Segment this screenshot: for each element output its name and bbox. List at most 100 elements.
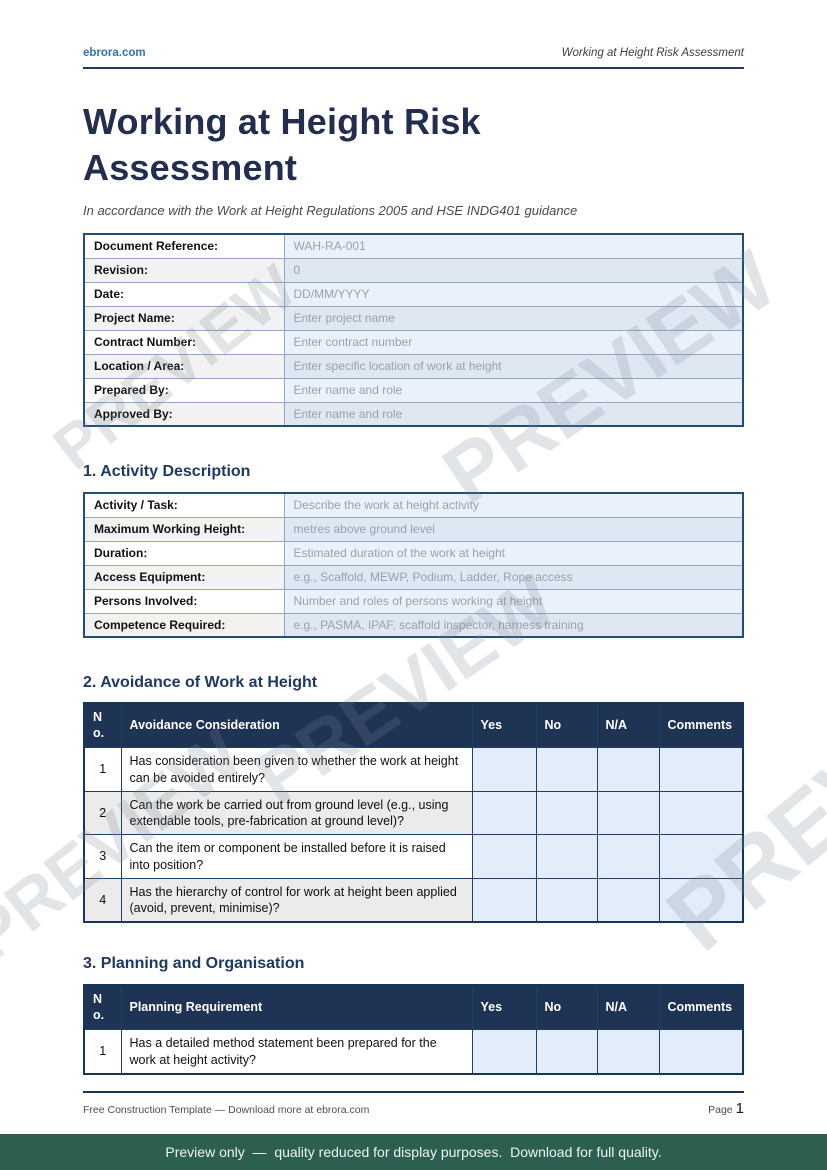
document-info-section: Document Reference: WAH-RA-001 Revision:… (83, 233, 744, 427)
table-row: Date: DD/MM/YYYY (83, 281, 744, 307)
section-1-heading: 1. Activity Description (83, 463, 251, 480)
avoidance-checklist-section: No. Avoidance Consideration Yes No N/A C… (83, 702, 744, 924)
field-value: e.g., Scaffold, MEWP, Podium, Ladder, Ro… (283, 564, 744, 590)
column-header-na: N/A (596, 702, 660, 749)
question-text: Has the hierarchy of control for work at… (120, 877, 473, 923)
answer-cell-comments (658, 790, 744, 836)
field-value: Estimated duration of the work at height (283, 540, 744, 566)
field-label: Prepared By: (83, 377, 285, 403)
table-row: Duration: Estimated duration of the work… (83, 540, 744, 566)
field-value: 0 (283, 257, 744, 283)
table-row: Contract Number: Enter contract number (83, 329, 744, 355)
document-info-table: Document Reference: WAH-RA-001 Revision:… (83, 233, 744, 427)
field-value: Enter name and role (283, 377, 744, 403)
column-header-na: N/A (596, 984, 660, 1031)
answer-cell-na (596, 834, 660, 879)
answer-cell-no (535, 1029, 598, 1075)
table-row: 2 Can the work be carried out from groun… (83, 790, 744, 836)
activity-description-table: Activity / Task: Describe the work at he… (83, 492, 744, 638)
field-value: metres above ground level (283, 516, 744, 542)
field-value: Number and roles of persons working at h… (283, 588, 744, 614)
table-row: Competence Required: e.g., PASMA, IPAF, … (83, 612, 744, 638)
page-indicator: Page 1 (708, 1100, 744, 1117)
column-header-yes: Yes (471, 984, 537, 1031)
answer-cell-comments (658, 747, 744, 792)
table-row: Access Equipment: e.g., Scaffold, MEWP, … (83, 564, 744, 590)
field-value: Enter name and role (283, 401, 744, 427)
page-label: Page (708, 1104, 733, 1116)
field-label: Date: (83, 281, 285, 307)
question-text: Can the item or component be installed b… (120, 834, 473, 879)
field-label: Maximum Working Height: (83, 516, 285, 542)
row-number: 1 (83, 747, 122, 792)
answer-cell-no (535, 877, 598, 923)
field-label: Competence Required: (83, 612, 285, 638)
column-header-comments: Comments (658, 984, 744, 1031)
column-header-no-answer: No (535, 984, 598, 1031)
avoidance-checklist-table: No. Avoidance Consideration Yes No N/A C… (83, 702, 744, 924)
answer-cell-na (596, 877, 660, 923)
field-value: Describe the work at height activity (283, 492, 744, 518)
planning-checklist-table: No. Planning Requirement Yes No N/A Comm… (83, 984, 744, 1075)
table-header-row: No. Avoidance Consideration Yes No N/A C… (83, 702, 744, 749)
answer-cell-na (596, 747, 660, 792)
activity-description-section: Activity / Task: Describe the work at he… (83, 492, 744, 638)
table-header-row: No. Planning Requirement Yes No N/A Comm… (83, 984, 744, 1031)
answer-cell-no (535, 834, 598, 879)
document-header: ebrora.com Working at Height Risk Assess… (83, 47, 744, 59)
page-subtitle: In accordance with the Work at Height Re… (83, 203, 578, 218)
answer-cell-no (535, 790, 598, 836)
answer-cell-comments (658, 1029, 744, 1075)
answer-cell-yes (471, 1029, 537, 1075)
answer-cell-na (596, 1029, 660, 1075)
question-text: Has consideration been given to whether … (120, 747, 473, 792)
answer-cell-yes (471, 877, 537, 923)
column-header-yes: Yes (471, 702, 537, 749)
column-header-consideration: Avoidance Consideration (120, 702, 473, 749)
row-number: 3 (83, 834, 122, 879)
column-header-no: No. (83, 984, 122, 1031)
column-header-no: No. (83, 702, 122, 749)
section-3-heading: 3. Planning and Organisation (83, 955, 305, 972)
answer-cell-comments (658, 877, 744, 923)
page-title: Working at Height Risk Assessment (83, 101, 481, 188)
question-text: Has a detailed method statement been pre… (120, 1029, 473, 1075)
field-label: Document Reference: (83, 233, 285, 259)
preview-notice-bar: Preview only — quality reduced for displ… (0, 1134, 827, 1170)
row-number: 4 (83, 877, 122, 923)
field-label: Location / Area: (83, 353, 285, 379)
section-2-heading: 2. Avoidance of Work at Height (83, 674, 318, 691)
header-doc-title: Working at Height Risk Assessment (561, 47, 744, 59)
column-header-no-answer: No (535, 702, 598, 749)
field-value: Enter project name (283, 305, 744, 331)
field-value: Enter contract number (283, 329, 744, 355)
table-row: Activity / Task: Describe the work at he… (83, 492, 744, 518)
table-row: 3 Can the item or component be installed… (83, 834, 744, 879)
answer-cell-yes (471, 747, 537, 792)
row-number: 2 (83, 790, 122, 836)
table-row: 1 Has consideration been given to whethe… (83, 747, 744, 792)
footer-divider (83, 1091, 744, 1093)
table-row: Prepared By: Enter name and role (83, 377, 744, 403)
footer-note: Free Construction Template — Download mo… (83, 1104, 370, 1116)
field-label: Access Equipment: (83, 564, 285, 590)
column-header-requirement: Planning Requirement (120, 984, 473, 1031)
field-value: Enter specific location of work at heigh… (283, 353, 744, 379)
preview-notice-text: Preview only — quality reduced for displ… (165, 1144, 662, 1160)
answer-cell-yes (471, 834, 537, 879)
field-label: Persons Involved: (83, 588, 285, 614)
field-value: DD/MM/YYYY (283, 281, 744, 307)
table-row: 4 Has the hierarchy of control for work … (83, 877, 744, 923)
field-value: WAH-RA-001 (283, 233, 744, 259)
table-row: Project Name: Enter project name (83, 305, 744, 331)
field-label: Approved By: (83, 401, 285, 427)
field-value: e.g., PASMA, IPAF, scaffold inspector, h… (283, 612, 744, 638)
table-row: Maximum Working Height: metres above gro… (83, 516, 744, 542)
table-row: Approved By: Enter name and role (83, 401, 744, 427)
document-footer: Free Construction Template — Download mo… (83, 1100, 744, 1117)
site-link[interactable]: ebrora.com (83, 47, 146, 59)
answer-cell-no (535, 747, 598, 792)
table-row: Location / Area: Enter specific location… (83, 353, 744, 379)
field-label: Project Name: (83, 305, 285, 331)
